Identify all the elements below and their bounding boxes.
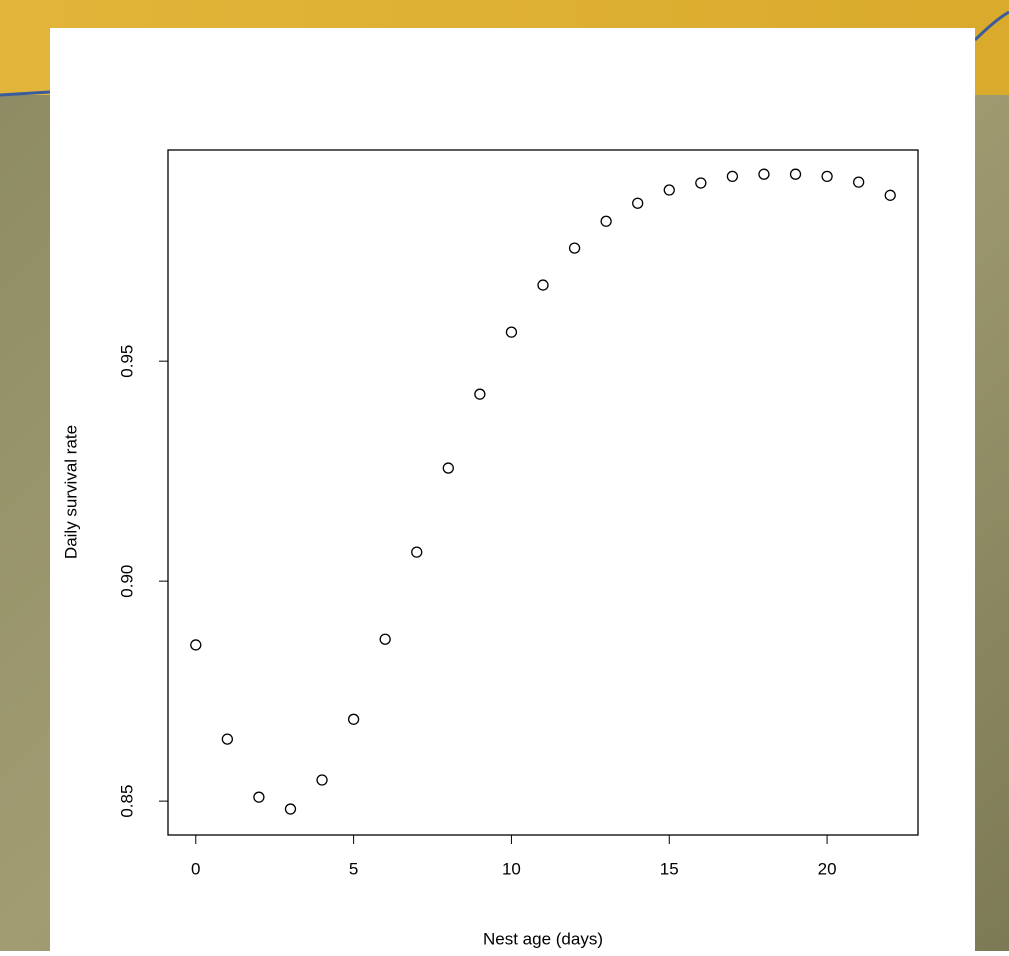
chart-panel [50, 28, 975, 951]
x-tick-label: 5 [349, 859, 358, 878]
x-axis-title: Nest age (days) [483, 929, 603, 948]
x-tick-label: 20 [818, 859, 837, 878]
y-tick-label: 0.85 [117, 785, 136, 818]
x-tick-label: 15 [660, 859, 679, 878]
y-tick-label: 0.90 [117, 565, 136, 598]
y-tick-label: 0.95 [117, 345, 136, 378]
x-tick-label: 0 [191, 859, 200, 878]
y-axis-title: Daily survival rate [61, 425, 80, 559]
slide: Nest age (days) Daily survival rate 0 5 10… [0, 0, 1009, 951]
x-tick-label: 10 [502, 859, 521, 878]
